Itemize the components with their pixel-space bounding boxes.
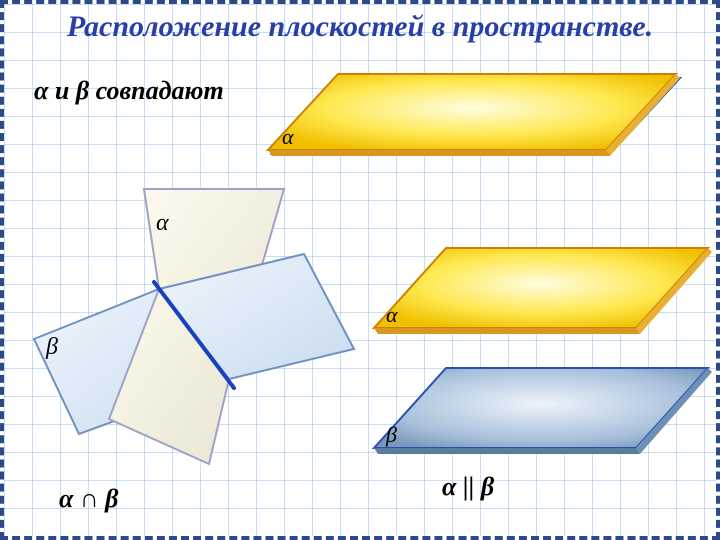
greek-alpha: α bbox=[282, 124, 294, 149]
greek-beta-3: β bbox=[385, 422, 397, 447]
figure-coincident: α bbox=[264, 64, 684, 174]
slide-frame: Расположение плоскостей в пространстве. … bbox=[0, 0, 720, 540]
page-title: Расположение плоскостей в пространстве. bbox=[4, 10, 716, 44]
greek-alpha-2: α bbox=[156, 210, 169, 236]
figure-parallel: α β bbox=[364, 234, 714, 474]
greek-beta-2: β bbox=[45, 334, 58, 360]
label-coincide: α и β совпадают bbox=[34, 76, 224, 106]
greek-alpha-3: α bbox=[386, 302, 398, 327]
figure-intersecting: α β bbox=[24, 174, 384, 474]
label-intersect: α ∩ β bbox=[59, 484, 118, 514]
label-parallel: α || β bbox=[442, 472, 494, 502]
